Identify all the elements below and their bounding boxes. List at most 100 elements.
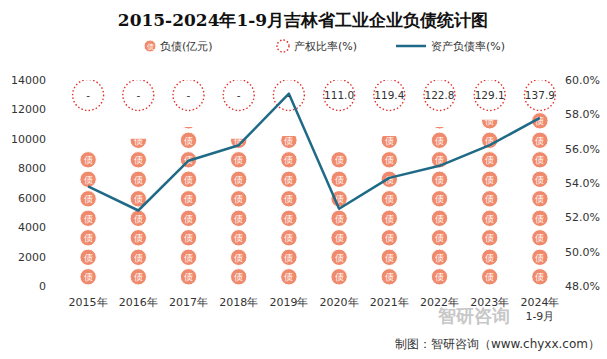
bar-coin [130,139,146,149]
x-tick-label: 2016年 [119,296,158,309]
bar-coin-text: 债 [435,252,444,263]
bar-coin [431,210,447,226]
bar-coin [532,269,548,285]
bar-coin [130,210,146,226]
bar-coin [532,132,548,148]
bar-coin [431,171,447,187]
bar-coin [130,230,146,246]
bar-coin-text: 债 [535,193,544,204]
bar-coin [231,191,247,207]
bar-coin [532,152,548,168]
bar-coin-text: 债 [234,232,243,243]
bar-coin [482,171,498,187]
x-tick-label-line: 2015年 [69,296,108,309]
bar-coin [381,152,397,168]
ratio-circle [223,80,254,111]
bar-coin-text: 债 [485,120,494,127]
bar-coin [532,210,548,226]
bar-coin-text: 债 [535,135,544,146]
ratio-label: 111.0 [324,89,354,101]
x-tick-label: 2021年 [370,296,409,309]
background [0,0,607,359]
bar-coin-text: 债 [485,154,494,165]
bar-coin-text: 债 [284,174,293,185]
bar-coin [180,210,196,226]
y2-tick-label: 60.0% [565,74,600,87]
y-tick-label: 0 [39,280,46,293]
bar-coin-text: 债 [184,232,193,243]
bar-coin-text: 债 [134,193,143,204]
bar: 债债债债债债债债债债 [532,109,548,285]
bar-coin [482,230,498,246]
bar-coin-text: 债 [435,213,444,224]
bar-coin-text: 债 [485,232,494,243]
bar-coin-text: 债 [435,193,444,204]
x-tick-label: 2015年 [69,296,108,309]
bar-coin-text: 债 [485,193,494,204]
bar-coin [281,191,297,207]
y-tick-label: 10000 [11,133,46,146]
bar-coin [431,132,447,148]
ratio-circle [424,80,455,111]
bar: 债债债债债债债债 [80,149,96,285]
bar-coin [431,249,447,265]
ratio-circle [324,80,355,111]
bar-coin [80,210,96,226]
bar-coin-text: 债 [84,213,93,224]
bar-coin-text: 债 [184,135,193,146]
bar-coin-text: 债 [535,252,544,263]
bar-coin [281,136,297,149]
bar-coin [331,210,347,226]
bar-coin [482,269,498,285]
bar-coin-text: 债 [335,174,344,185]
x-tick-label: 2018年 [219,296,258,309]
bar: 债债债债债债债债债 [281,136,297,285]
legend-label: 负债(亿元) [160,40,213,53]
bar-coin [231,171,247,187]
y-tick-label: 14000 [11,74,46,87]
legend-circle [277,40,289,52]
bar-coin-text: 债 [535,174,544,185]
bar-coin-text: 债 [335,271,344,282]
ratio-label: 119.4 [374,89,404,101]
bar-coin [532,191,548,207]
line-series [88,94,540,211]
x-tick-label-line: 1-9月 [525,310,554,323]
bar-coin-text: 债 [84,193,93,204]
bar-coin-text: 债 [435,135,444,146]
bar-coin [180,230,196,246]
source: 制图：智研咨询（www.chyxx.com） [395,337,600,351]
bar-coin [180,249,196,265]
bar-coin [231,210,247,226]
bar-coin [381,136,397,149]
bar-coin [331,171,347,187]
bar: 债债债债债债债债 [231,139,247,285]
watermark: 智研咨询 [437,305,510,326]
bar-coin-text: 债 [234,213,243,224]
x-tick-label-line: 2024年 [520,296,559,309]
bar-coin [532,230,548,246]
bar-coin [381,191,397,207]
bar-coin [381,230,397,246]
title: 2015-2024年1-9月吉林省工业企业负债统计图 [118,10,488,30]
y-tick-label: 4000 [18,221,46,234]
bar-coin-text: 债 [535,271,544,282]
bar-coin-text: 债 [84,232,93,243]
bar-coin [180,127,196,129]
bar-coin [431,269,447,285]
bar-coin [482,191,498,207]
x-tick-label: 2017年 [169,296,208,309]
x-tick-label-line: 2017年 [169,296,208,309]
ratio-circle [374,80,405,111]
bar-coin [180,191,196,207]
ratio-label: 122.8 [424,89,454,101]
y2-tick-label: 50.0% [565,246,600,259]
y2-tick-label: 54.0% [565,177,600,190]
bar-coin-text: 债 [84,174,93,185]
y-tick-label: 8000 [18,162,46,175]
y-tick-label: 12000 [11,103,46,116]
ratio-label: - [237,89,241,101]
bar-coin-text: 债 [335,232,344,243]
bar-coin [80,230,96,246]
bar-coin-text: 债 [435,271,444,282]
